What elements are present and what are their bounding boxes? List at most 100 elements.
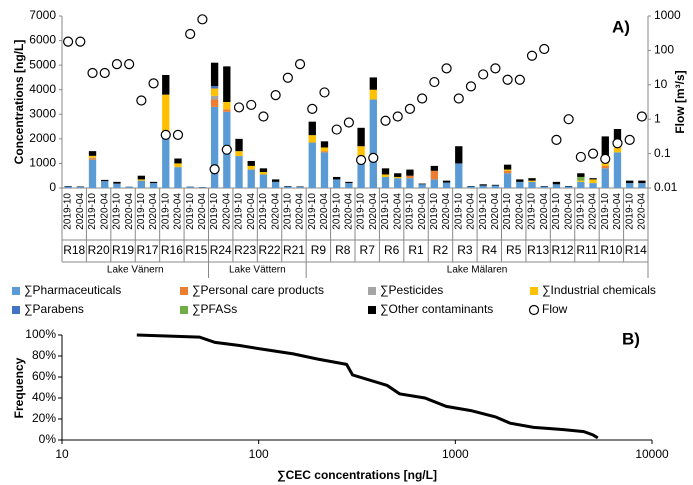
flow-marker [233, 102, 245, 113]
bar-segment [64, 186, 72, 188]
y2-tick-label: 0.1 [654, 146, 671, 160]
panel-label: A) [612, 17, 630, 36]
bar-segment [174, 163, 182, 168]
site-label: R20 [88, 243, 110, 257]
x-tick-label: 2020-04 [221, 193, 232, 230]
bar-segment [174, 158, 182, 164]
x-tick-label: 2019-10 [87, 193, 98, 230]
bar-segment [418, 183, 426, 185]
bar-segment [271, 181, 280, 188]
bar-segment [394, 178, 402, 188]
bar-segment [320, 151, 329, 153]
x-tick-label: 2020-04 [563, 193, 574, 230]
flow-marker [575, 151, 586, 163]
bar-segment [577, 176, 585, 181]
bar-segment [430, 179, 439, 188]
x-tick-label: 2019-10 [63, 193, 74, 230]
bar-segment [88, 158, 97, 160]
flow-marker [551, 134, 562, 146]
lake-label: Lake Mälaren [447, 265, 508, 276]
bar-segment [626, 180, 634, 184]
bar-segment [210, 99, 219, 107]
flow-marker [172, 129, 184, 140]
y2-tick-label: 100 [654, 43, 674, 57]
bar-segment [406, 169, 414, 176]
bar-segment [345, 181, 353, 184]
x-tick-label: 10000 [635, 447, 669, 461]
legend-label: ∑Industrial chemicals [542, 283, 656, 297]
x-tick-label: 2019-10 [478, 193, 489, 230]
site-label: R8 [335, 243, 351, 257]
x-tick-label: 2020-04 [588, 193, 599, 230]
site-label: R1 [408, 243, 424, 257]
flow-marker [99, 67, 110, 79]
bar-segment [589, 178, 597, 180]
bar-segment [88, 159, 97, 188]
flow-marker [478, 69, 489, 80]
legend-marker [368, 306, 376, 314]
x-tick-label: 2019-10 [356, 193, 367, 230]
x-tick-label: 2019-10 [234, 193, 245, 230]
site-label: R7 [360, 243, 376, 257]
panel-label: B) [622, 329, 640, 348]
site-label: R19 [112, 243, 134, 257]
bar-segment [125, 187, 133, 188]
bar-segment [589, 183, 597, 188]
legend-marker [368, 287, 376, 295]
x-tick-label: 2020-04 [270, 193, 281, 230]
site-label: R22 [259, 243, 281, 257]
flow-marker [63, 36, 74, 47]
flow-marker [539, 43, 550, 55]
x-tick-label: 2020-04 [392, 193, 403, 230]
bar-segment [223, 102, 231, 110]
bar-segment [357, 163, 365, 188]
x-tick-label: 2020-04 [441, 193, 452, 230]
flow-marker [526, 50, 538, 61]
x-tick-label: 2019-10 [405, 193, 416, 230]
bar-segment [503, 169, 512, 171]
legend-marker [180, 287, 188, 295]
bar-segment [296, 187, 304, 188]
flow-marker [624, 134, 635, 146]
legend-label: ∑Other contaminants [380, 302, 493, 316]
flow-marker [380, 115, 391, 126]
flow-marker [258, 111, 269, 122]
bar-segment [88, 155, 97, 158]
legend-label: ∑Parabens [24, 302, 84, 316]
bar-segment [345, 183, 353, 188]
y2-tick-label: 1 [654, 111, 661, 125]
site-label: R18 [63, 243, 85, 257]
bar-segment [479, 185, 487, 188]
y-axis-title: Concentrations [ng/L] [12, 40, 26, 165]
site-label: R14 [625, 243, 647, 257]
x-tick-label: 2020-04 [514, 193, 525, 230]
bar-segment [528, 178, 536, 181]
legend-label: ∑Personal care products [192, 283, 324, 297]
x-tick-label: 2019-10 [136, 193, 147, 230]
x-tick-label: 2019-10 [600, 193, 611, 230]
bar-segment [88, 151, 97, 156]
x-tick-label: 100 [249, 447, 269, 461]
flow-marker [502, 74, 513, 85]
bar-segment [601, 165, 609, 169]
bar-segment [577, 181, 585, 188]
bar-segment [381, 176, 390, 188]
flow-marker [307, 103, 318, 114]
bar-segment [357, 146, 365, 164]
bar-segment [589, 179, 597, 184]
y-tick-label: 20% [32, 411, 56, 425]
y2-axis-title: Flow [m³/s] [673, 70, 687, 133]
x-tick-label: 2020-04 [197, 193, 208, 230]
y-tick-label: 60% [32, 369, 56, 383]
flow-marker [75, 36, 86, 47]
bar-segment [613, 152, 622, 188]
bar-segment [369, 77, 377, 90]
bar-segment [381, 174, 390, 177]
x-tick-label: 2020-04 [75, 193, 86, 230]
bar-segment [430, 170, 439, 180]
bar-segment [369, 99, 377, 188]
x-tick-label: 2020-04 [368, 193, 379, 230]
flow-marker [87, 67, 98, 79]
x-tick-label: 2019-10 [282, 193, 293, 230]
flow-marker [600, 153, 611, 165]
